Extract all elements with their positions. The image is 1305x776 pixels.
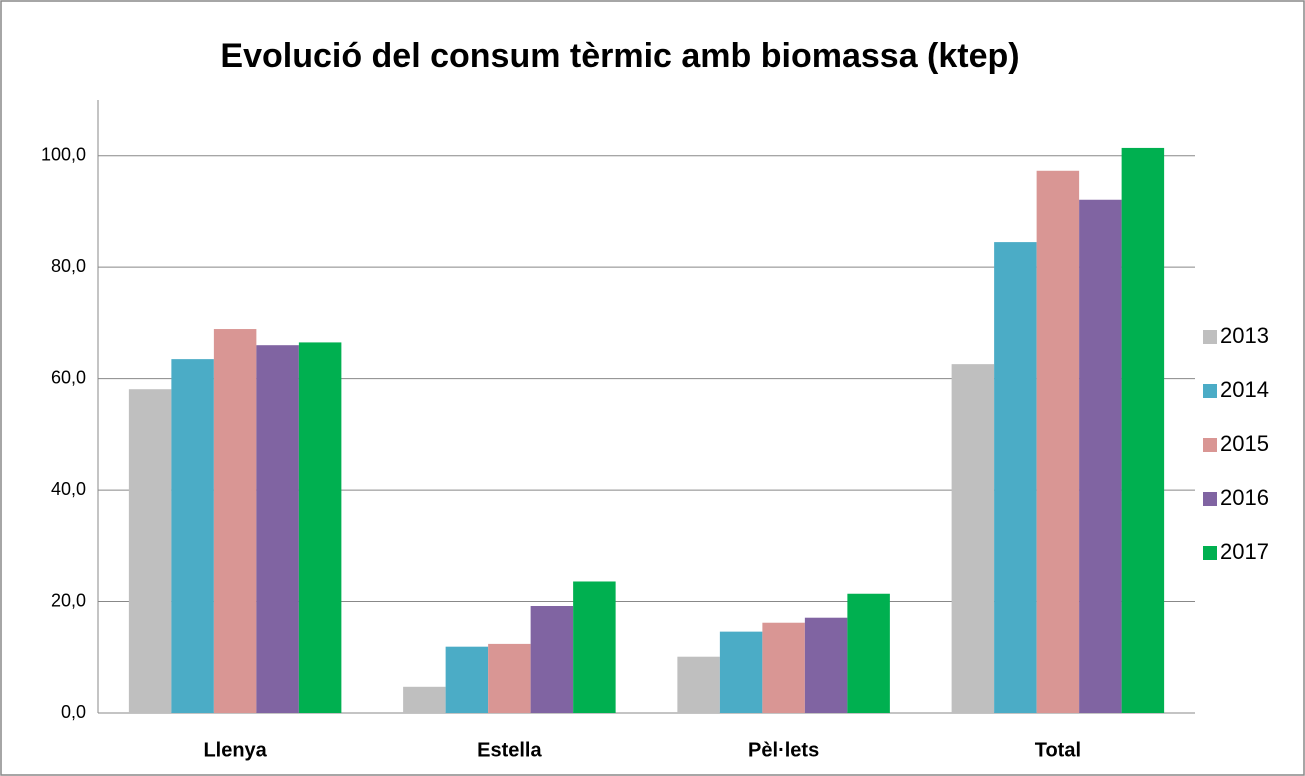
legend-label: 2017 xyxy=(1220,539,1269,564)
bar xyxy=(256,345,299,713)
x-tick-label: Estella xyxy=(477,739,542,761)
chart-title: Evolució del consum tèrmic amb biomassa … xyxy=(220,37,1019,75)
bar xyxy=(445,646,489,713)
legend-label: 2016 xyxy=(1220,485,1269,510)
bar xyxy=(171,359,214,713)
bar xyxy=(719,631,763,713)
bar xyxy=(128,389,172,713)
legend-label: 2015 xyxy=(1220,431,1269,456)
bar xyxy=(951,364,995,713)
legend-label: 2013 xyxy=(1220,323,1269,348)
bar xyxy=(762,622,805,713)
legend-swatch xyxy=(1203,330,1217,344)
bar xyxy=(530,606,574,713)
legend-swatch xyxy=(1203,384,1217,398)
bar xyxy=(994,242,1037,713)
x-tick-label: Pèl·lets xyxy=(748,739,819,761)
bar xyxy=(1079,199,1122,713)
bar xyxy=(573,581,616,713)
bar xyxy=(298,342,342,713)
legend-swatch xyxy=(1203,546,1217,560)
y-tick-label: 60,0 xyxy=(51,367,86,387)
y-tick-label: 20,0 xyxy=(51,590,86,610)
legend-label: 2014 xyxy=(1220,377,1269,402)
y-tick-label: 80,0 xyxy=(51,256,86,276)
bar xyxy=(1036,170,1080,714)
bar xyxy=(403,686,446,713)
bar xyxy=(804,617,848,713)
legend-swatch xyxy=(1203,438,1217,452)
bar xyxy=(677,656,720,713)
bar xyxy=(488,643,531,713)
x-tick-label: Llenya xyxy=(203,739,267,761)
x-tick-label: Total xyxy=(1035,739,1081,761)
legend-swatch xyxy=(1203,492,1217,506)
bar xyxy=(213,329,257,713)
y-tick-label: 100,0 xyxy=(41,144,86,164)
bar xyxy=(1121,147,1165,713)
y-tick-label: 40,0 xyxy=(51,479,86,499)
bar xyxy=(847,593,890,713)
y-tick-label: 0,0 xyxy=(61,702,86,722)
